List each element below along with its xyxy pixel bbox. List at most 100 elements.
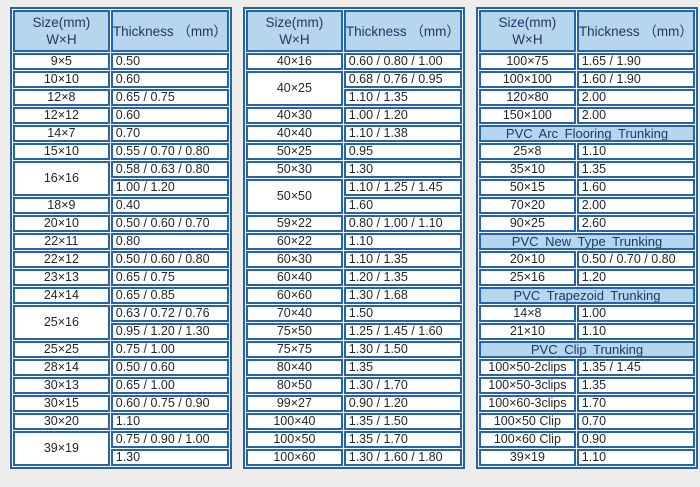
size-cell: 60×60 (246, 287, 343, 304)
size-cell: 40×25 (246, 71, 343, 106)
thickness-cell: 1.20 / 1.35 (343, 269, 462, 286)
section-header-cell: PVC New Type Trunking (479, 233, 695, 250)
size-cell: 80×40 (246, 359, 343, 376)
table-row: 100×50 1.35 / 1.70 (246, 431, 462, 448)
table-row: 59×22 0.80 / 1.00 / 1.10 (246, 215, 462, 232)
size-cell: 15×10 (13, 143, 110, 160)
table-row: 12×8 0.65 / 0.75 (13, 89, 229, 106)
size-cell: 20×10 (479, 251, 576, 268)
table-row: 30×20 1.10 (13, 413, 229, 430)
thickness-header-cell: Thickness （mm） (110, 10, 229, 52)
size-cell: 70×40 (246, 305, 343, 322)
section-row: PVC Arc Flooring Trunking (479, 125, 695, 142)
table-row: 14×8 1.00 (479, 305, 695, 322)
size-cell: 25×25 (13, 341, 110, 358)
thickness-cell: 1.35 (576, 161, 695, 178)
size-cell: 100×75 (479, 53, 576, 70)
size-cell: 50×15 (479, 179, 576, 196)
thickness-cell: 1.30 / 1.68 (343, 287, 462, 304)
size-cell: 80×50 (246, 377, 343, 394)
size-cell: 25×8 (479, 143, 576, 160)
table-row: 120×80 2.00 (479, 89, 695, 106)
section-row: PVC Trapezoid Trunking (479, 287, 695, 304)
size-cell: 35×10 (479, 161, 576, 178)
thickness-cell: 1.00 / 1.20 (343, 107, 462, 124)
table-row: 21×10 1.10 (479, 323, 695, 340)
table-row: 40×40 1.10 / 1.38 (246, 125, 462, 142)
trunking-size-tables: Size(mm) W×H Thickness （mm） 9×5 0.50 10×10… (10, 7, 698, 469)
table-row: 1.10 / 1.35 (246, 89, 462, 106)
thickness-cell: 1.30 / 1.50 (343, 341, 462, 358)
table-row: 20×10 0.50 / 0.60 / 0.70 (13, 215, 229, 232)
table-row: 40×25 0.68 / 0.76 / 0.95 (246, 71, 462, 106)
size-cell: 40×30 (246, 107, 343, 124)
thickness-cell: 1.10 (576, 143, 695, 160)
size-cell: 100×50-2clips (479, 359, 576, 376)
size-cell: 75×50 (246, 323, 343, 340)
size-cell: 100×60 (246, 449, 343, 466)
thickness-cell: 0.60 / 0.75 / 0.90 (110, 395, 229, 412)
thickness-cell: 1.30 / 1.70 (343, 377, 462, 394)
size-thickness-table-3: Size(mm) W×H Thickness （mm） 100×75 1.65 /… (476, 7, 698, 469)
table-row: 99×27 0.90 / 1.20 (246, 395, 462, 412)
thickness-cell: 1.50 (343, 305, 462, 322)
thickness-cell: 1.65 / 1.90 (576, 53, 695, 70)
table-row: 15×10 0.55 / 0.70 / 0.80 (13, 143, 229, 160)
table-row: 1.30 (13, 449, 229, 466)
size-cell: 99×27 (246, 395, 343, 412)
size-cell: 100×60 Clip (479, 431, 576, 448)
thickness-cell: 1.00 / 1.20 (110, 179, 229, 196)
table-row: 60×40 1.20 / 1.35 (246, 269, 462, 286)
size-cell: 14×8 (479, 305, 576, 322)
size-cell: 10×10 (13, 71, 110, 88)
size-cell: 90×25 (479, 215, 576, 232)
table-row: 12×12 0.60 (13, 107, 229, 124)
table-row: 100×100 1.60 / 1.90 (479, 71, 695, 88)
size-cell: 9×5 (13, 53, 110, 70)
thickness-cell: 1.30 / 1.60 / 1.80 (343, 449, 462, 466)
thickness-cell: 1.35 / 1.50 (343, 413, 462, 430)
table-row: 100×60-3clips 1.70 (479, 395, 695, 412)
size-cell: 50×50 (246, 179, 343, 214)
table-row: 39×19 0.75 / 0.90 / 1.00 (13, 431, 229, 466)
table-row: 80×50 1.30 / 1.70 (246, 377, 462, 394)
table-row: 40×30 1.00 / 1.20 (246, 107, 462, 124)
table-row: 60×60 1.30 / 1.68 (246, 287, 462, 304)
thickness-cell: 1.20 (576, 269, 695, 286)
table-row: 22×12 0.50 / 0.60 / 0.80 (13, 251, 229, 268)
thickness-cell: 0.60 / 0.80 / 1.00 (343, 53, 462, 70)
thickness-cell: 0.50 / 0.60 / 0.70 (110, 215, 229, 232)
size-cell: 25×16 (479, 269, 576, 286)
size-cell: 16×16 (13, 161, 110, 196)
size-cell: 60×30 (246, 251, 343, 268)
table-row: 60×22 1.10 (246, 233, 462, 250)
thickness-cell: 0.50 (110, 53, 229, 70)
thickness-header-cell: Thickness （mm） (343, 10, 462, 52)
table-row: 30×15 0.60 / 0.75 / 0.90 (13, 395, 229, 412)
section-header-cell: PVC Trapezoid Trunking (479, 287, 695, 304)
size-cell: 12×8 (13, 89, 110, 106)
thickness-cell: 0.63 / 0.72 / 0.76 (110, 305, 229, 322)
thickness-cell: 0.55 / 0.70 / 0.80 (110, 143, 229, 160)
table-row: 0.95 / 1.20 / 1.30 (13, 323, 229, 340)
thickness-cell: 2.00 (576, 197, 695, 214)
thickness-cell: 0.50 / 0.70 / 0.80 (576, 251, 695, 268)
table-row: 28×14 0.50 / 0.60 (13, 359, 229, 376)
size-cell: 39×19 (479, 449, 576, 466)
thickness-cell: 2.00 (576, 89, 695, 106)
size-cell: 100×40 (246, 413, 343, 430)
thickness-cell: 1.35 (576, 377, 695, 394)
size-cell: 50×25 (246, 143, 343, 160)
table-row: 100×40 1.35 / 1.50 (246, 413, 462, 430)
section-header-cell: PVC Arc Flooring Trunking (479, 125, 695, 142)
table-row: 60×30 1.10 / 1.35 (246, 251, 462, 268)
table-row: 25×16 1.20 (479, 269, 695, 286)
size-header-line2: W×H (46, 32, 77, 47)
table-row: 30×13 0.65 / 1.00 (13, 377, 229, 394)
thickness-cell: 0.75 / 0.90 / 1.00 (110, 431, 229, 448)
size-cell: 18×9 (13, 197, 110, 214)
table-row: 70×40 1.50 (246, 305, 462, 322)
thickness-cell: 0.65 / 0.75 (110, 269, 229, 286)
size-cell: 30×13 (13, 377, 110, 394)
table-row: 18×9 0.40 (13, 197, 229, 214)
